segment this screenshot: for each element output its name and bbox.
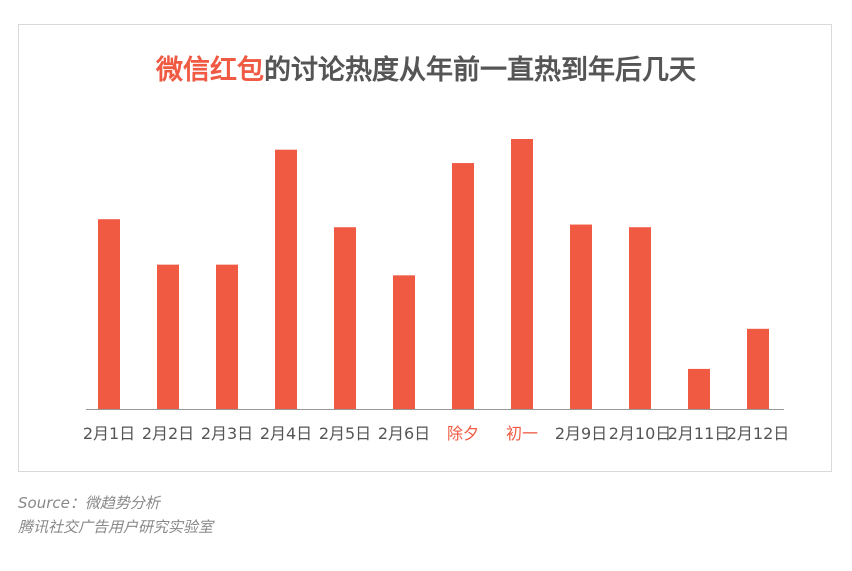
chart-title: 微信红包的讨论热度从年前一直热到年后几天 xyxy=(0,48,852,87)
bar-9 xyxy=(570,224,592,409)
x-tick-label: 初一 xyxy=(506,424,538,443)
bar-5 xyxy=(334,227,356,409)
chart-title-highlight: 微信红包 xyxy=(156,55,264,86)
x-tick-label: 2月1日 xyxy=(83,424,135,443)
x-tick-label: 2月4日 xyxy=(260,424,312,443)
x-tick-label: 2月11日 xyxy=(668,424,731,443)
x-tick-label: 2月10日 xyxy=(609,424,672,443)
bar-4 xyxy=(275,149,297,410)
x-tick-label: 2月6日 xyxy=(378,424,430,443)
chart-title-rest: 的讨论热度从年前一直热到年后几天 xyxy=(264,55,696,86)
bar-3 xyxy=(216,264,238,409)
x-tick-label: 除夕 xyxy=(447,424,479,443)
x-tick-label: 2月3日 xyxy=(201,424,253,443)
x-tick-label: 2月12日 xyxy=(727,424,790,443)
bar-11 xyxy=(688,368,710,409)
bar-10 xyxy=(629,227,651,409)
bar-1 xyxy=(98,219,120,409)
bar-12 xyxy=(747,328,769,409)
x-tick-label: 2月5日 xyxy=(319,424,371,443)
bar-8 xyxy=(511,139,533,409)
bar-7 xyxy=(452,163,474,409)
x-tick-label: 2月2日 xyxy=(142,424,194,443)
x-tick-label: 2月9日 xyxy=(555,424,607,443)
bar-2 xyxy=(157,264,179,409)
bar-chart: 2月1日 2月2日 2月3日 2月4日 2月5日 2月6日 除夕 初一 2月9日 2月10日2月1… xyxy=(83,139,790,443)
source-note: Source：微趋势分析 xyxy=(18,494,160,512)
source-org: 腾讯社交广告用户研究实验室 xyxy=(18,518,214,536)
bar-6 xyxy=(393,275,415,409)
